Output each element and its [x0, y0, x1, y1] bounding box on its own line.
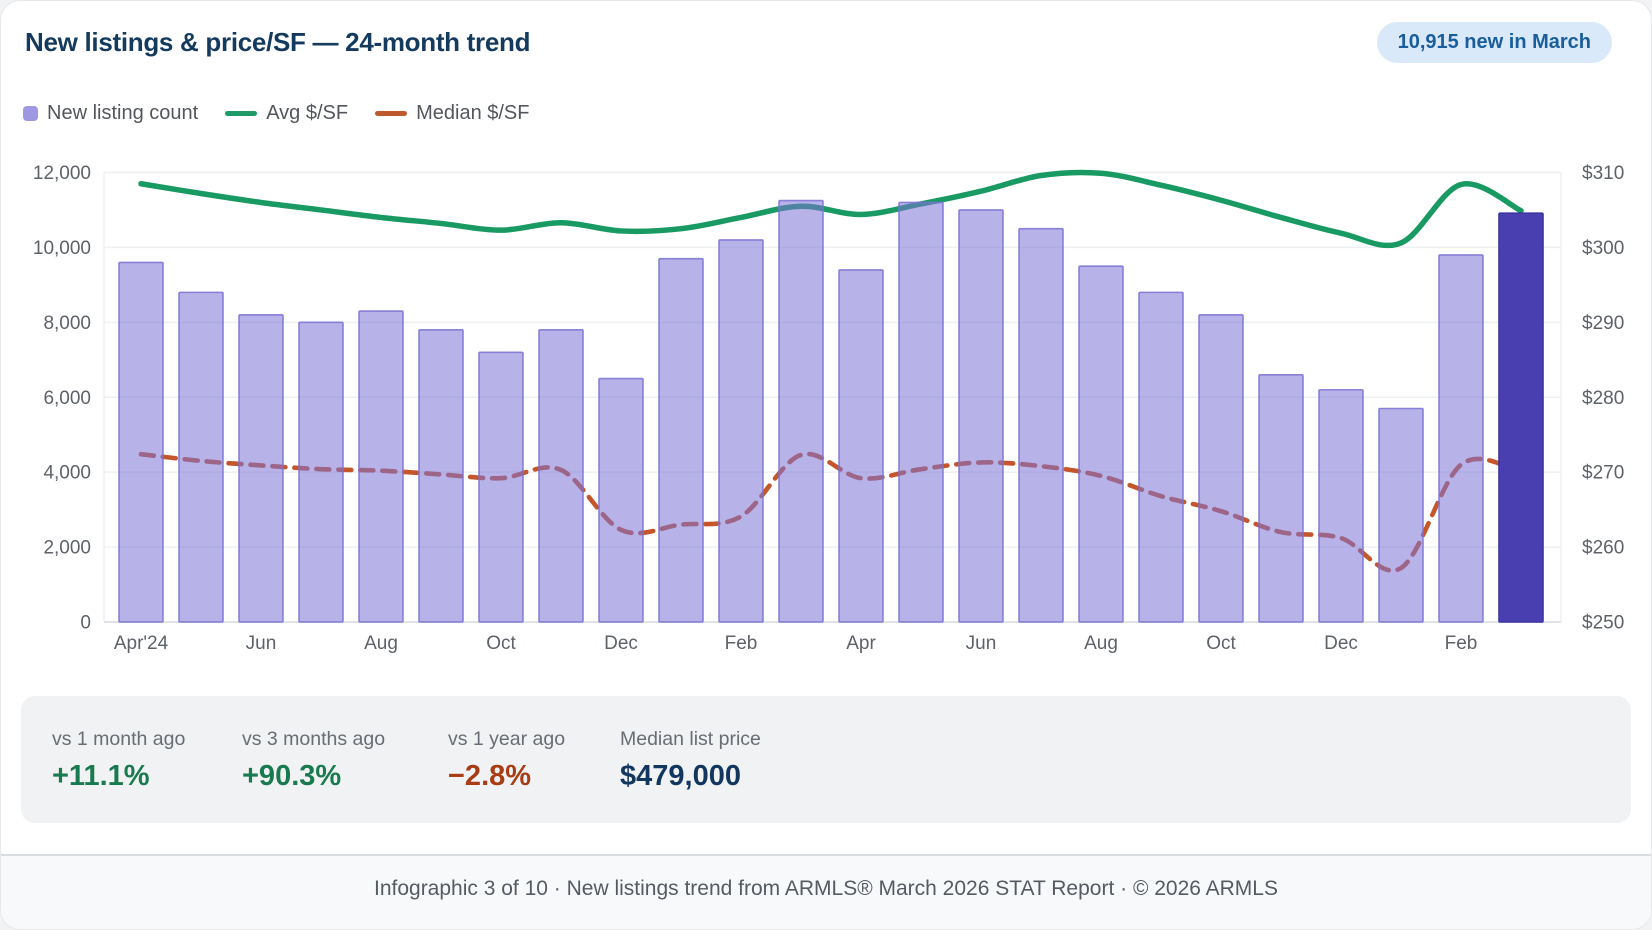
axis-tick-label: Aug [364, 633, 398, 654]
bar [418, 329, 464, 623]
bar [538, 329, 584, 623]
chart-legend: New listing count Avg $/SF Median $/SF [23, 102, 529, 125]
footer-text: Infographic 3 of 10 · New listings trend… [373, 877, 1278, 900]
legend-item-median-psf: Median $/SF [375, 102, 529, 125]
stat-value: +90.3% [242, 760, 342, 792]
stat-label: vs 1 year ago [448, 728, 566, 750]
footer-divider [1, 854, 1651, 856]
axis-tick-label: 4,000 [43, 463, 91, 484]
axis-tick-label: 2,000 [43, 538, 91, 559]
axis-tick-label: Apr'24 [114, 633, 169, 654]
page-title: New listings & price/SF — 24-month trend [25, 27, 531, 57]
axis-tick-label: Feb [1445, 633, 1478, 654]
axis-tick-label: $250 [1582, 613, 1624, 634]
axis-tick-label: $310 [1582, 163, 1624, 184]
stat-median-list-price: Median list price $479,000 [620, 728, 761, 793]
bar [778, 199, 824, 623]
bar-swatch-icon [23, 106, 38, 121]
bar [1018, 227, 1064, 623]
bar [898, 201, 944, 623]
axis-tick-label: 10,000 [33, 238, 91, 259]
avg-psf-line [138, 169, 1524, 249]
axis-tick-label: $280 [1582, 388, 1624, 409]
footer: Infographic 3 of 10 · New listings trend… [1, 856, 1651, 929]
axis-tick-label: 12,000 [33, 163, 91, 184]
legend-label: New listing count [47, 102, 199, 124]
new-listings-badge: 10,915 new in March [1376, 22, 1612, 63]
stat-label: Median list price [620, 728, 761, 750]
stat-label: vs 1 month ago [52, 728, 186, 750]
bar [358, 310, 404, 623]
stat-value: −2.8% [448, 760, 532, 792]
axis-tick-label: Oct [486, 633, 516, 654]
stats-panel: vs 1 month ago +11.1% vs 3 months ago +9… [21, 696, 1631, 823]
legend-label: Median $/SF [416, 102, 530, 124]
listing-count-bars [118, 199, 1544, 623]
axis-tick-label: Apr [846, 633, 876, 654]
legend-item-avg-psf: Avg $/SF [225, 102, 348, 125]
trend-chart: 12,000 10,000 8,000 6,000 4,000 2,000 0 $310 $30… [33, 163, 1624, 654]
bar [958, 209, 1004, 623]
bar [478, 351, 524, 623]
axis-tick-label: $300 [1582, 238, 1624, 259]
bar [1258, 373, 1304, 623]
axis-tick-label: $290 [1582, 313, 1624, 334]
stat-vs-1-year: vs 1 year ago −2.8% [448, 728, 565, 793]
axis-tick-label: Jun [246, 633, 277, 654]
axis-tick-label: $270 [1582, 463, 1624, 484]
bar-march-highlight [1498, 212, 1544, 623]
axis-tick-label: Jun [966, 633, 997, 654]
bar [838, 269, 884, 623]
axis-tick-label: 8,000 [43, 313, 91, 334]
bar [598, 377, 644, 623]
dashed-line-swatch-icon [375, 111, 408, 116]
axis-tick-label: Dec [1324, 633, 1358, 654]
bar [1198, 314, 1244, 623]
axis-tick-label: Aug [1084, 633, 1118, 654]
bar [718, 239, 764, 623]
gridlines [103, 171, 1562, 623]
bar [118, 261, 164, 623]
stat-vs-1-month: vs 1 month ago +11.1% [52, 728, 185, 793]
legend-label: Avg $/SF [266, 102, 349, 124]
axis-tick-label: Dec [604, 633, 638, 654]
axis-tick-label: Feb [725, 633, 758, 654]
line-swatch-icon [225, 111, 258, 116]
stat-vs-3-months: vs 3 months ago +90.3% [242, 728, 385, 793]
stat-value: $479,000 [620, 760, 741, 792]
axis-tick-label: 6,000 [43, 388, 91, 409]
bar [658, 257, 704, 623]
stat-label: vs 3 months ago [242, 728, 386, 750]
bar [178, 291, 224, 623]
axis-tick-label: $260 [1582, 538, 1624, 559]
bar [1078, 265, 1124, 623]
axis-tick-label: Oct [1206, 633, 1236, 654]
legend-item-new-listing-count: New listing count [23, 102, 198, 125]
stat-value: +11.1% [52, 760, 150, 792]
axis-tick-label: 0 [80, 613, 91, 634]
bar [1318, 388, 1364, 623]
bar [1378, 407, 1424, 623]
bar [238, 314, 284, 623]
bar [1438, 254, 1484, 623]
bar [298, 321, 344, 623]
bar [1138, 291, 1184, 623]
